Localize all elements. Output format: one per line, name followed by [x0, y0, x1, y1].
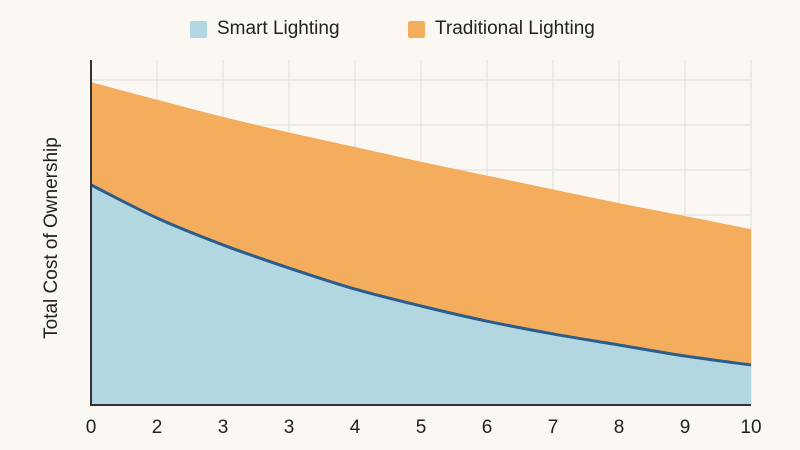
legend-label-traditional: Traditional Lighting [435, 18, 595, 39]
x-tick-label: 9 [680, 417, 691, 438]
x-tick-label: 3 [284, 417, 295, 438]
x-tick-label: 10 [740, 417, 761, 438]
legend-item-traditional: Traditional Lighting [408, 18, 595, 40]
x-tick-label: 6 [482, 417, 493, 438]
legend-label-smart: Smart Lighting [217, 18, 340, 39]
legend: Smart Lighting Traditional Lighting [0, 18, 800, 44]
x-tick-label: 8 [614, 417, 625, 438]
x-tick-label: 2 [152, 417, 163, 438]
area-smart-lighting [91, 184, 751, 405]
line-smart-lighting [90, 183, 752, 367]
x-tick-label: 5 [416, 417, 427, 438]
legend-swatch-traditional [408, 20, 425, 38]
x-tick-label: 3 [218, 417, 229, 438]
legend-item-smart: Smart Lighting [190, 18, 340, 40]
x-tick-label: 0 [86, 417, 97, 438]
x-tick-label: 4 [350, 417, 361, 438]
x-tick-label: 7 [548, 417, 559, 438]
legend-swatch-smart [190, 20, 207, 38]
